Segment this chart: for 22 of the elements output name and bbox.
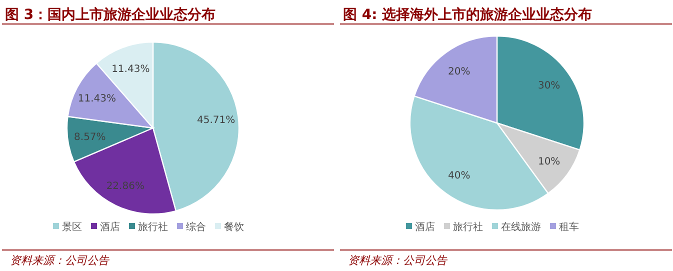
data-label: 11.43%	[78, 93, 116, 104]
chart-title: 图 4: 选择海外上市的旅游企业业态分布	[343, 6, 592, 23]
data-label: 10%	[538, 156, 560, 168]
chart-title: 图 3：国内上市旅游企业业态分布	[5, 6, 216, 23]
legend-label: 旅行社	[453, 221, 483, 233]
data-label: 20%	[448, 66, 470, 78]
legend-label: 景区	[62, 221, 82, 233]
legend-label: 酒店	[415, 221, 435, 233]
legend-label: 餐饮	[224, 221, 244, 233]
legend-label: 租车	[559, 221, 579, 233]
data-label: 30%	[538, 80, 560, 92]
text: 资料来源：公司公告	[10, 254, 110, 267]
legend-label: 在线旅游	[501, 221, 541, 233]
legend-label: 综合	[186, 221, 206, 233]
data-label: 8.57%	[74, 132, 106, 144]
text: 资料来源：公司公告	[348, 254, 448, 267]
legend-label: 酒店	[100, 221, 120, 233]
data-label: 45.71%	[196, 114, 236, 126]
data-label: 11.43%	[112, 64, 150, 75]
legend-label: 旅行社	[138, 221, 168, 233]
data-label: 40%	[448, 170, 470, 182]
data-label: 22.86%	[106, 180, 144, 192]
